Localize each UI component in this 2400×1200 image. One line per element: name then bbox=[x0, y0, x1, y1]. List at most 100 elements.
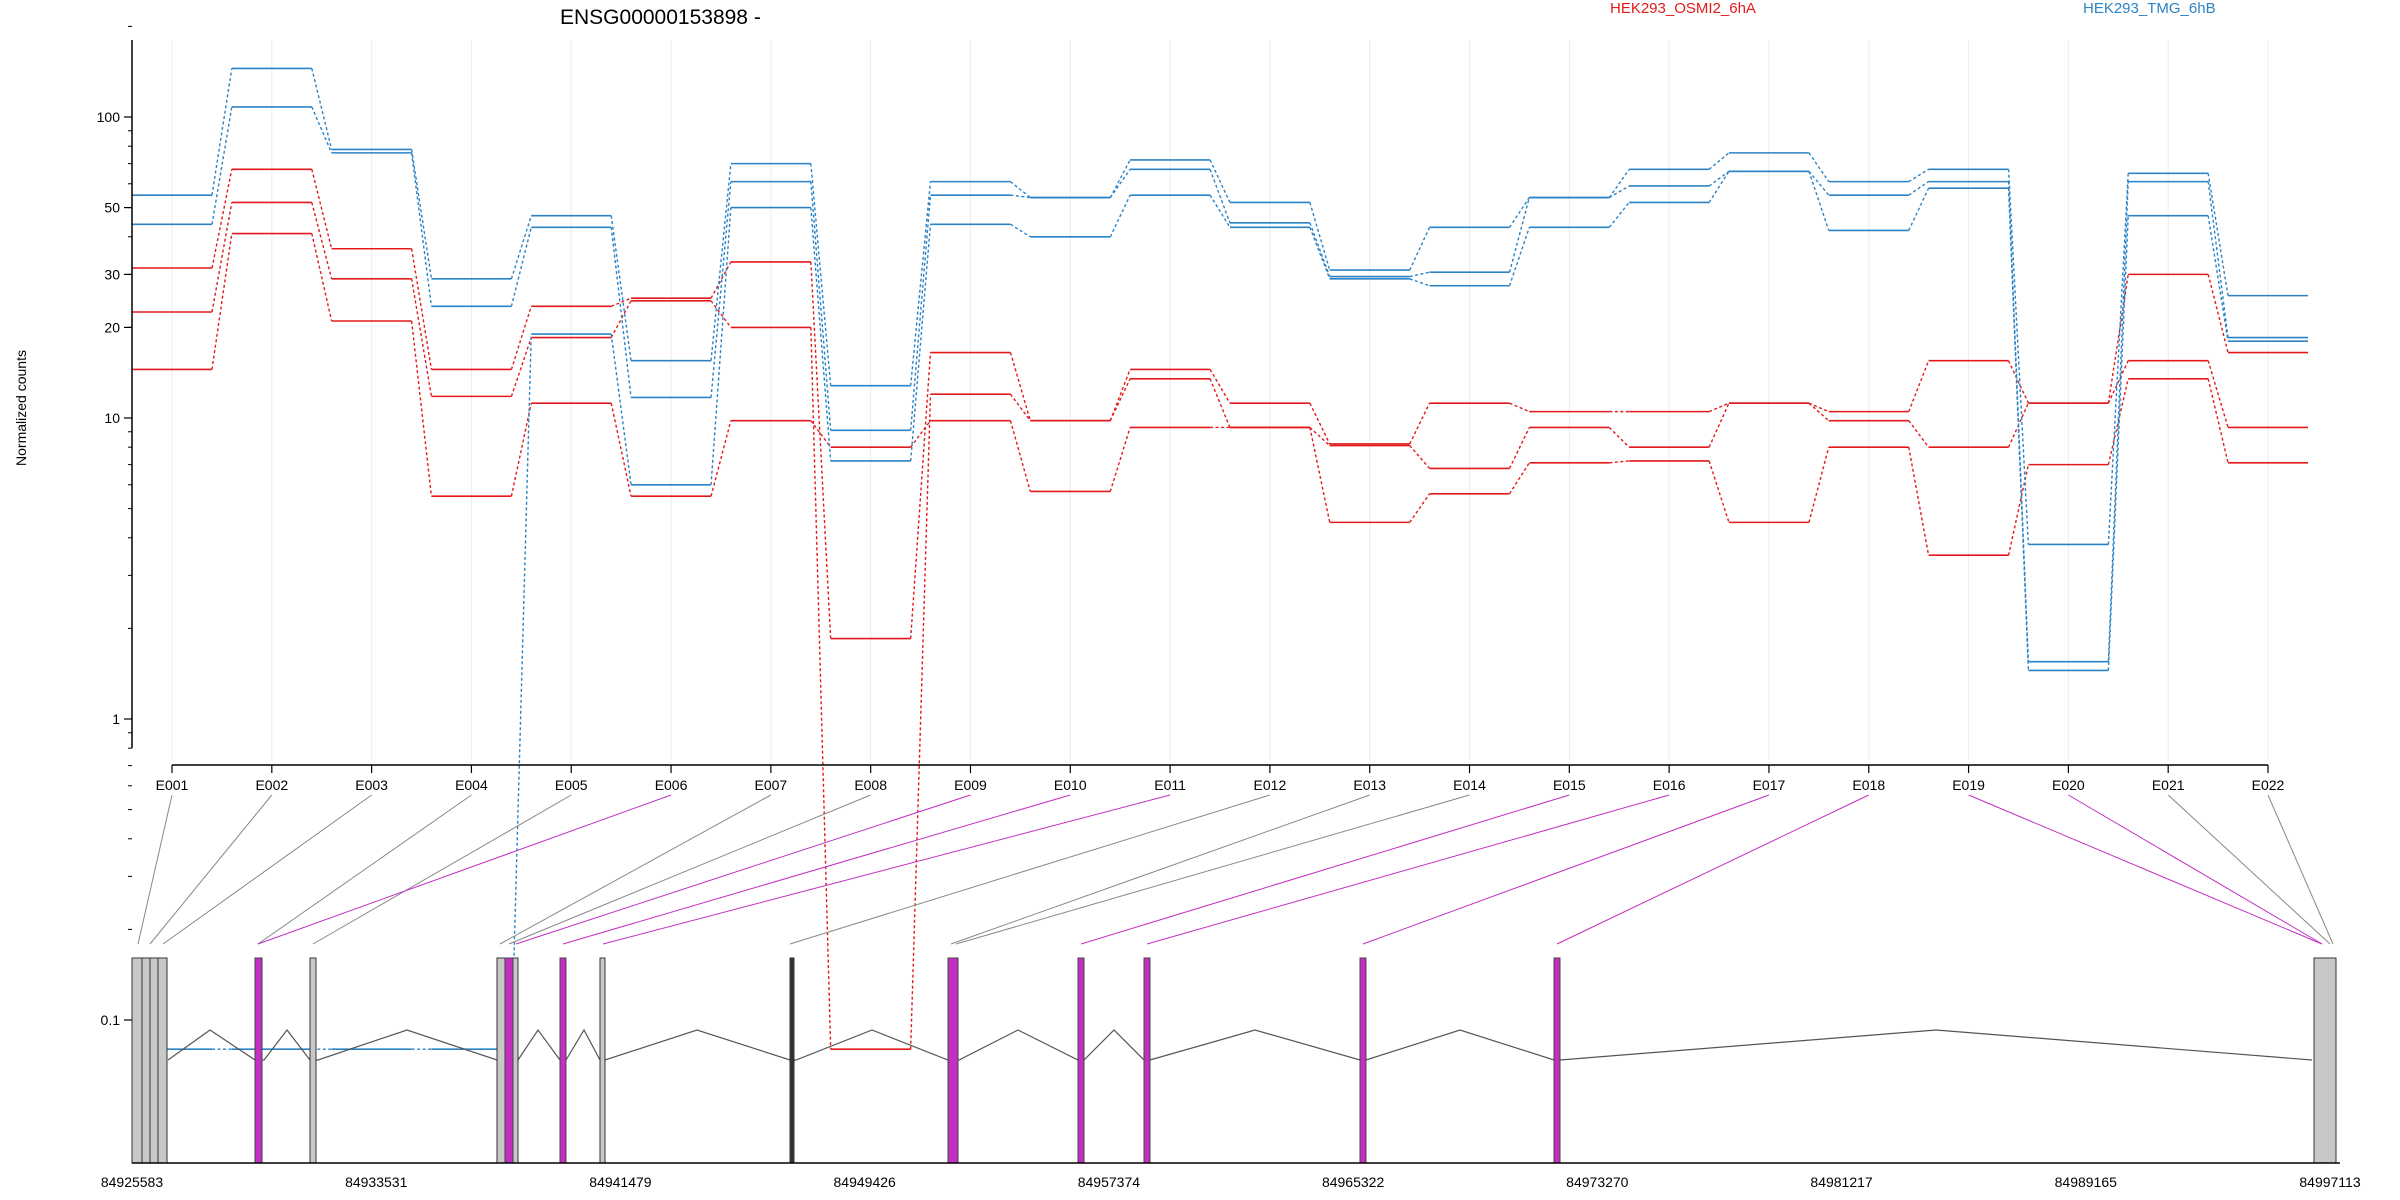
chart-title: ENSG00000153898 - bbox=[560, 6, 761, 29]
series-connector bbox=[610, 297, 632, 307]
series-connector bbox=[1009, 393, 1031, 422]
x-tick-label: E020 bbox=[2052, 777, 2085, 793]
series-connector bbox=[2107, 274, 2129, 404]
series-connector bbox=[410, 320, 433, 497]
series-connector bbox=[1109, 378, 1131, 421]
series-connector bbox=[910, 420, 932, 448]
coord-label: 84981217 bbox=[1810, 1174, 1873, 1190]
connector-E007 bbox=[499, 794, 772, 945]
exon-block-highlighted bbox=[1359, 957, 1367, 1164]
gene-model-track bbox=[131, 957, 2337, 1164]
exon-block bbox=[2313, 957, 2337, 1164]
x-tick-label: E022 bbox=[2252, 777, 2285, 793]
series-connector bbox=[1808, 152, 1830, 183]
x-tick-label: E003 bbox=[355, 777, 388, 793]
series-connector bbox=[311, 169, 333, 249]
series-connector bbox=[1508, 427, 1530, 469]
series-connector bbox=[1608, 185, 1630, 199]
exon-block-highlighted bbox=[947, 957, 959, 1164]
connector-E006 bbox=[257, 794, 672, 945]
series-connector bbox=[1808, 446, 1830, 523]
series-connector bbox=[211, 202, 233, 313]
series-connector bbox=[1409, 445, 1431, 469]
x-tick-label: E004 bbox=[455, 777, 488, 793]
legend-label-0: HEK293_OSMI2_6hA bbox=[1610, 0, 1756, 17]
series-connector bbox=[2107, 215, 2129, 671]
connector-E012 bbox=[789, 794, 1271, 945]
x-tick-label: E018 bbox=[1852, 777, 1885, 793]
x-tick-label: E021 bbox=[2152, 777, 2185, 793]
series-connector bbox=[1908, 360, 1930, 412]
series-connector bbox=[810, 420, 832, 448]
series-connector bbox=[1808, 402, 1830, 413]
series-connector bbox=[1109, 168, 1131, 198]
series-connector bbox=[1109, 194, 1131, 238]
connector-E021 bbox=[2167, 794, 2331, 945]
coord-label: 84965322 bbox=[1322, 1174, 1385, 1190]
exon-block bbox=[496, 957, 506, 1164]
connector-E014 bbox=[955, 794, 1470, 945]
series-connector bbox=[311, 202, 333, 279]
exon-block bbox=[309, 957, 317, 1164]
series-connector bbox=[1708, 402, 1730, 448]
series-connector bbox=[909, 195, 932, 431]
series-connector bbox=[211, 169, 233, 269]
series-connector bbox=[2207, 274, 2229, 353]
series-connector bbox=[710, 181, 732, 398]
connector-E004 bbox=[257, 794, 472, 945]
coord-label: 84973270 bbox=[1566, 1174, 1629, 1190]
series-connector bbox=[1908, 447, 1930, 556]
coord-label: 84925583 bbox=[101, 1174, 164, 1190]
x-tick-label: E019 bbox=[1952, 777, 1985, 793]
series-connector bbox=[1708, 152, 1730, 170]
series-connector bbox=[2007, 188, 2030, 671]
series-connector bbox=[1908, 168, 1929, 183]
series-connector bbox=[510, 337, 532, 397]
y-tick-label: 20 bbox=[104, 319, 120, 335]
series-connector bbox=[1309, 426, 1331, 447]
series-connector bbox=[1608, 202, 1630, 228]
series-connector bbox=[1209, 159, 1231, 203]
series-connector bbox=[1808, 402, 1830, 422]
series-connector bbox=[1109, 159, 1131, 198]
series-connector bbox=[410, 149, 433, 279]
intron-path bbox=[167, 1028, 2313, 1061]
series-connector bbox=[610, 227, 632, 398]
connector-E011 bbox=[602, 794, 1171, 945]
exon-connector-lines bbox=[137, 794, 2334, 945]
x-tick-label: E001 bbox=[156, 777, 189, 793]
y-tick-label: 10 bbox=[104, 410, 120, 426]
series-connector bbox=[710, 163, 732, 361]
series-connector bbox=[1010, 223, 1031, 238]
series-connector bbox=[1409, 227, 1431, 271]
series-connector bbox=[510, 334, 532, 1050]
series-connector bbox=[510, 227, 532, 307]
series-connector bbox=[1708, 460, 1730, 523]
series-connector bbox=[1508, 197, 1530, 228]
y-tick-label: 100 bbox=[97, 109, 121, 125]
connector-E009 bbox=[515, 794, 971, 945]
series-connector bbox=[1708, 170, 1730, 187]
series-connector bbox=[1409, 493, 1431, 523]
x-tick-label: E009 bbox=[954, 777, 987, 793]
series-connector bbox=[311, 233, 333, 322]
series-connector bbox=[710, 207, 732, 485]
connector-E016 bbox=[1146, 794, 1670, 945]
series-connector bbox=[2207, 173, 2229, 296]
series-connector bbox=[1009, 420, 1031, 492]
y-axis-label: Normalized counts bbox=[13, 350, 29, 466]
x-tick-label: E008 bbox=[854, 777, 887, 793]
series-connector bbox=[2007, 360, 2030, 404]
series-connector bbox=[810, 327, 832, 1050]
series-connector bbox=[1508, 462, 1530, 495]
exon-block-highlighted bbox=[1553, 957, 1561, 1164]
connector-E008 bbox=[508, 794, 871, 945]
exon-block bbox=[790, 958, 794, 1163]
series-connector bbox=[211, 68, 233, 196]
series-connector bbox=[410, 248, 433, 370]
coord-label: 84949426 bbox=[834, 1174, 897, 1190]
series-connector bbox=[909, 394, 932, 1050]
series-1 bbox=[132, 201, 2308, 1050]
